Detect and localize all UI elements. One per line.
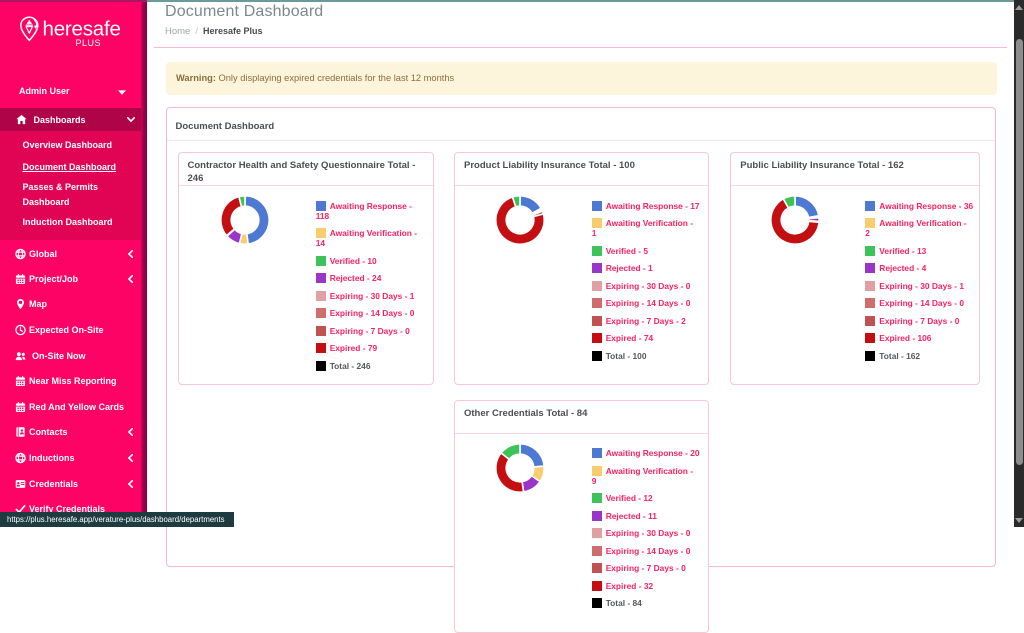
- svg-text:heresafe: heresafe: [43, 18, 121, 41]
- svg-text:PLUS: PLUS: [76, 38, 102, 48]
